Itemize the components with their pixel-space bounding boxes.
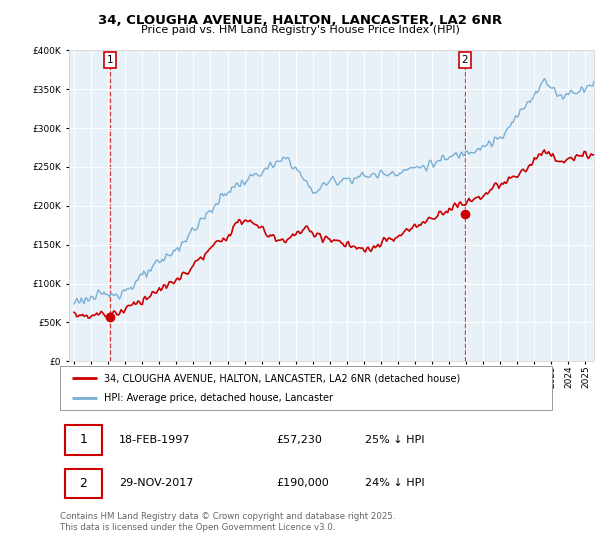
Text: HPI: Average price, detached house, Lancaster: HPI: Average price, detached house, Lanc… [104, 393, 333, 403]
Bar [65, 425, 102, 455]
Text: 25% ↓ HPI: 25% ↓ HPI [365, 435, 425, 445]
Text: £57,230: £57,230 [277, 435, 322, 445]
Bar [65, 469, 102, 498]
Text: 18-FEB-1997: 18-FEB-1997 [119, 435, 191, 445]
Text: Contains HM Land Registry data © Crown copyright and database right 2025.
This d: Contains HM Land Registry data © Crown c… [60, 512, 395, 532]
Text: 1: 1 [107, 55, 113, 65]
Text: 2: 2 [461, 55, 468, 65]
Text: Price paid vs. HM Land Registry's House Price Index (HPI): Price paid vs. HM Land Registry's House … [140, 25, 460, 35]
Text: 29-NOV-2017: 29-NOV-2017 [119, 478, 193, 488]
Text: £190,000: £190,000 [277, 478, 329, 488]
Text: 34, CLOUGHA AVENUE, HALTON, LANCASTER, LA2 6NR (detached house): 34, CLOUGHA AVENUE, HALTON, LANCASTER, L… [104, 373, 461, 383]
Text: 2: 2 [79, 477, 88, 490]
Text: 1: 1 [79, 433, 88, 446]
Text: 34, CLOUGHA AVENUE, HALTON, LANCASTER, LA2 6NR: 34, CLOUGHA AVENUE, HALTON, LANCASTER, L… [98, 14, 502, 27]
Text: 24% ↓ HPI: 24% ↓ HPI [365, 478, 425, 488]
